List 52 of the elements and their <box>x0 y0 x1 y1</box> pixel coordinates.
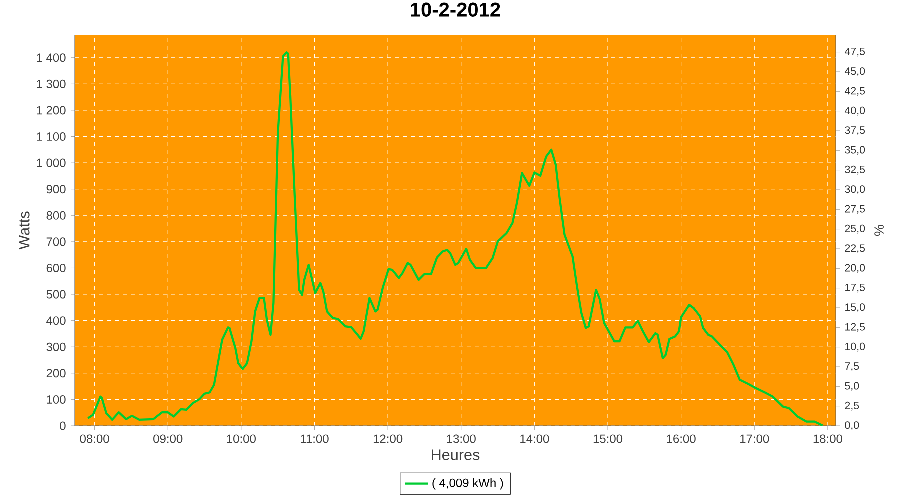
y-tick-label: 1 300 <box>37 80 66 88</box>
x-tick-label: 08:00 <box>80 434 110 444</box>
y2-axis-title: % <box>874 225 884 236</box>
y2-tick-label: 37,5 <box>845 126 866 136</box>
y2-tick-label: 15,0 <box>846 304 866 312</box>
line-series <box>87 52 824 426</box>
y2-tick-label: 47,5 <box>844 48 866 57</box>
y2-tick-label: 20,0 <box>845 264 866 274</box>
y-tick-label: 1 000 <box>37 158 66 168</box>
y2-tick-label: 25,0 <box>845 224 866 234</box>
y-tick-label: 700 <box>46 238 66 246</box>
x-tick-label: 16:00 <box>667 434 696 444</box>
y2-tick-label: 27,5 <box>845 205 866 214</box>
chart-title: 10-2-2012 <box>411 2 500 17</box>
y2-tick-label: 0,0 <box>845 422 860 430</box>
y2-tick-label: 40,0 <box>844 106 866 116</box>
y-tick-label: 600 <box>46 264 66 272</box>
x-tick-label: 18:00 <box>814 434 842 444</box>
y-tick-label: 400 <box>46 316 66 326</box>
y-tick-label: 100 <box>47 395 66 404</box>
x-tick-label: 15:00 <box>594 434 623 444</box>
y2-tick-label: 32,5 <box>845 166 866 175</box>
x-tick-label: 11:00 <box>301 434 329 444</box>
y2-tick-label: 5,0 <box>845 382 860 392</box>
x-tick-label: 13:00 <box>447 434 476 444</box>
y2-tick-label: 2,5 <box>845 402 860 411</box>
x-tick-label: 14:00 <box>520 434 550 444</box>
y-tick-label: 200 <box>46 369 66 378</box>
y-axis-title: Watts <box>19 212 30 250</box>
x-axis-title: Heures <box>432 450 480 460</box>
x-tick-label: 10:00 <box>227 434 256 444</box>
x-tick-label: 09:00 <box>154 434 183 444</box>
y2-tick-label: 35,0 <box>845 146 866 156</box>
y-tick-label: 300 <box>46 342 66 352</box>
y2-tick-label: 22,5 <box>845 244 866 254</box>
y2-tick-label: 30,0 <box>845 186 866 194</box>
y-tick-label: 1 200 <box>37 106 66 115</box>
legend-label: ( 4,009 kWh ) <box>432 478 504 490</box>
y-tick-label: 800 <box>46 211 66 220</box>
y2-tick-label: 17,5 <box>846 284 866 293</box>
y2-tick-label: 42,5 <box>844 87 866 96</box>
y2-tick-label: 7,5 <box>845 362 860 372</box>
x-tick-label: 12:00 <box>374 434 403 444</box>
y2-tick-label: 12,5 <box>846 323 866 332</box>
y2-tick-label: 10,0 <box>846 342 866 352</box>
x-tick-label: 17:00 <box>740 434 770 444</box>
y-tick-label: 1 100 <box>37 132 66 142</box>
y-tick-label: 500 <box>46 290 66 299</box>
y-tick-label: 1 400 <box>37 54 66 62</box>
y-tick-label: 900 <box>46 185 66 194</box>
y-tick-label: 0 <box>60 422 66 430</box>
y2-tick-label: 45,0 <box>844 68 866 76</box>
